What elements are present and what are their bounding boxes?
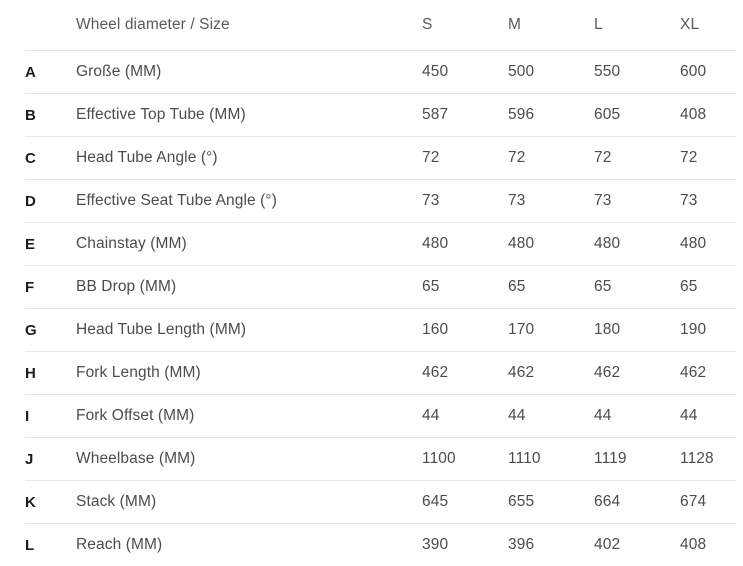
row-label: Head Tube Length (MM): [76, 321, 247, 338]
table-body: A Große (MM) 450 500 550 600 B Effective…: [25, 50, 736, 566]
row-value-m: 480: [508, 235, 535, 252]
row-letter: C: [25, 149, 36, 167]
row-label: Wheelbase (MM): [76, 450, 196, 467]
row-label: Reach (MM): [76, 536, 163, 553]
row-label: Große (MM): [76, 63, 162, 80]
row-letter: J: [25, 450, 34, 468]
row-value-l: 480: [594, 235, 621, 252]
row-value-xl: 65: [680, 278, 698, 295]
row-letter: K: [25, 493, 36, 511]
row-value-xl: 480: [680, 235, 707, 252]
row-value-xl: 462: [680, 364, 707, 381]
table-row: F BB Drop (MM) 65 65 65 65: [25, 265, 736, 309]
row-value-xl: 600: [680, 63, 707, 80]
row-value-s: 73: [422, 192, 440, 209]
row-value-m: 500: [508, 63, 535, 80]
row-value-s: 1100: [422, 450, 456, 467]
row-value-m: 1110: [508, 450, 541, 467]
row-value-l: 462: [594, 364, 621, 381]
row-value-s: 462: [422, 364, 449, 381]
row-label: Fork Offset (MM): [76, 407, 195, 424]
row-value-xl: 408: [680, 106, 707, 123]
row-value-s: 72: [422, 149, 440, 166]
table-row: D Effective Seat Tube Angle (°) 73 73 73…: [25, 179, 736, 223]
row-letter: E: [25, 235, 36, 253]
row-label: Effective Seat Tube Angle (°): [76, 192, 277, 209]
row-value-xl: 73: [680, 192, 698, 209]
row-value-l: 180: [594, 321, 621, 338]
row-value-xl: 674: [680, 493, 707, 510]
header-size-s: S: [422, 16, 433, 33]
row-value-xl: 1128: [680, 450, 714, 467]
table-row: L Reach (MM) 390 396 402 408: [25, 523, 736, 566]
row-label: BB Drop (MM): [76, 278, 177, 295]
row-value-l: 402: [594, 536, 621, 553]
row-value-m: 655: [508, 493, 535, 510]
row-value-l: 1119: [594, 450, 627, 467]
row-value-l: 550: [594, 63, 621, 80]
row-letter: A: [25, 63, 36, 81]
table-header: Wheel diameter / Size S M L XL: [25, 0, 736, 51]
header-letter-column: [25, 0, 76, 51]
row-value-m: 73: [508, 192, 526, 209]
row-value-m: 396: [508, 536, 535, 553]
header-size-m: M: [508, 16, 522, 33]
row-value-xl: 190: [680, 321, 707, 338]
row-letter: G: [25, 321, 37, 339]
table-row: K Stack (MM) 645 655 664 674: [25, 480, 736, 524]
row-value-m: 596: [508, 106, 535, 123]
row-value-s: 160: [422, 321, 449, 338]
row-value-s: 65: [422, 278, 440, 295]
table-row: E Chainstay (MM) 480 480 480 480: [25, 222, 736, 266]
row-letter: F: [25, 278, 35, 296]
row-letter: D: [25, 192, 36, 210]
row-value-s: 44: [422, 407, 440, 424]
row-label: Chainstay (MM): [76, 235, 187, 252]
row-value-m: 72: [508, 149, 526, 166]
table-row: A Große (MM) 450 500 550 600: [25, 50, 736, 94]
row-label: Head Tube Angle (°): [76, 149, 218, 166]
row-value-m: 462: [508, 364, 535, 381]
row-value-l: 73: [594, 192, 612, 209]
table-row: H Fork Length (MM) 462 462 462 462: [25, 351, 736, 395]
row-value-xl: 72: [680, 149, 698, 166]
row-value-s: 390: [422, 536, 449, 553]
row-value-l: 65: [594, 278, 612, 295]
header-size-l: L: [594, 16, 603, 33]
row-value-l: 44: [594, 407, 612, 424]
row-label: Stack (MM): [76, 493, 157, 510]
row-value-m: 170: [508, 321, 535, 338]
row-value-s: 480: [422, 235, 449, 252]
row-value-s: 450: [422, 63, 449, 80]
table-row: C Head Tube Angle (°) 72 72 72 72: [25, 136, 736, 180]
row-value-xl: 44: [680, 407, 698, 424]
table-row: G Head Tube Length (MM) 160 170 180 190: [25, 308, 736, 352]
row-letter: H: [25, 364, 36, 382]
row-value-m: 44: [508, 407, 526, 424]
row-value-l: 664: [594, 493, 621, 510]
row-value-s: 645: [422, 493, 449, 510]
bike-geometry-table: Wheel diameter / Size S M L XL A Große (…: [25, 0, 736, 566]
row-value-m: 65: [508, 278, 526, 295]
table-row: B Effective Top Tube (MM) 587 596 605 40…: [25, 93, 736, 137]
row-value-l: 72: [594, 149, 612, 166]
row-label: Fork Length (MM): [76, 364, 201, 381]
row-value-s: 587: [422, 106, 449, 123]
row-letter: L: [25, 536, 35, 554]
row-label: Effective Top Tube (MM): [76, 106, 246, 123]
header-row: Wheel diameter / Size S M L XL: [25, 0, 736, 51]
row-value-l: 605: [594, 106, 621, 123]
row-letter: I: [25, 407, 30, 425]
row-letter: B: [25, 106, 36, 124]
header-size-xl: XL: [680, 16, 700, 33]
header-label-column: Wheel diameter / Size: [76, 16, 230, 33]
table-row: J Wheelbase (MM) 1100 1110 1119 1128: [25, 437, 736, 481]
table-row: I Fork Offset (MM) 44 44 44 44: [25, 394, 736, 438]
row-value-xl: 408: [680, 536, 707, 553]
